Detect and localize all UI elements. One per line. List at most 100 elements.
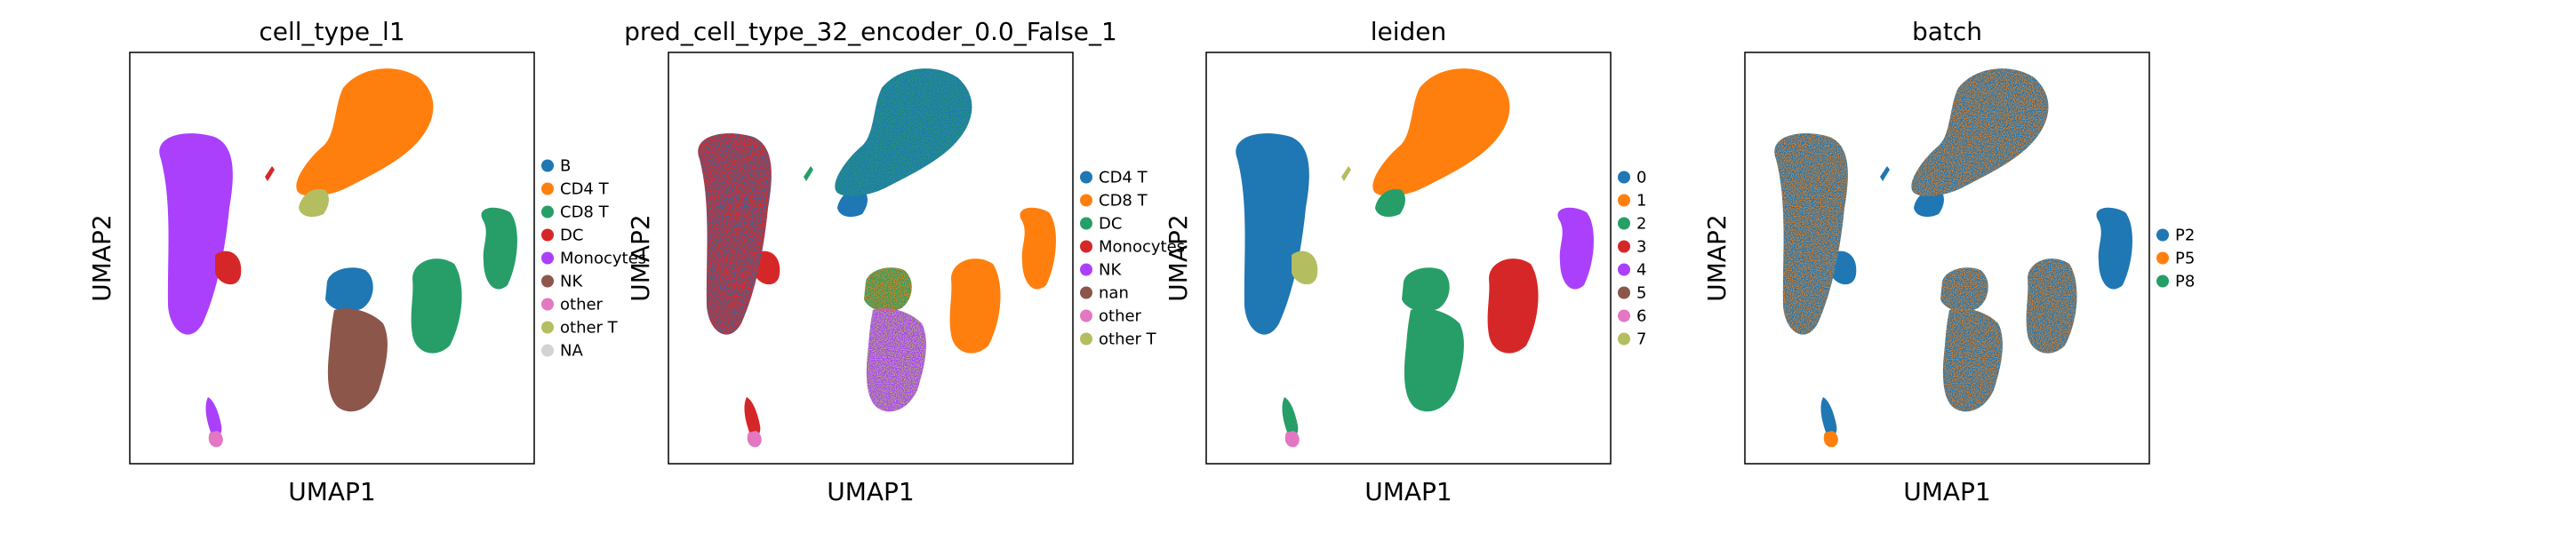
cluster-cd8Mid bbox=[411, 259, 462, 354]
cluster-cd8Right bbox=[481, 207, 517, 290]
cluster-cd8Right bbox=[1020, 207, 1056, 290]
cluster-smallA bbox=[265, 166, 275, 181]
scatter-points bbox=[159, 68, 517, 448]
scatter-points bbox=[698, 68, 1056, 448]
legend-marker bbox=[541, 205, 554, 219]
cluster-mix-nk bbox=[1942, 308, 2003, 412]
legend: B CD4 T CD8 T DC Monocytes NK other other T NA bbox=[541, 157, 646, 361]
legend-marker bbox=[2156, 274, 2169, 288]
legend-marker bbox=[1080, 171, 1092, 184]
cluster-bClust bbox=[325, 267, 373, 312]
legend-marker bbox=[1618, 194, 1630, 207]
cluster-mix-cd4 bbox=[835, 68, 972, 196]
legend-marker bbox=[541, 321, 554, 334]
cluster-nk bbox=[1404, 308, 1464, 412]
legend-marker bbox=[1618, 286, 1630, 299]
legend-label: NA bbox=[560, 342, 583, 361]
legend-label: NK bbox=[1099, 261, 1122, 280]
legend-marker bbox=[541, 298, 554, 311]
cluster-otherBlob bbox=[1284, 431, 1300, 448]
legend: CD4 T CD8 T DC Monocytes NK nan other other T bbox=[1080, 169, 1185, 349]
legend-marker bbox=[1080, 194, 1092, 207]
legend-label: Monocytes bbox=[1099, 238, 1185, 257]
panel-title: leiden bbox=[1371, 17, 1447, 46]
legend-label: other T bbox=[1099, 330, 1157, 349]
y-axis-label: UMAP2 bbox=[87, 214, 116, 302]
umap-panel-3: leiden UMAP1 UMAP2 0 1 2 3 4 5 6 7 bbox=[1164, 17, 1646, 506]
panel-title: cell_type_l1 bbox=[259, 17, 404, 46]
legend-label: CD8 T bbox=[560, 203, 610, 222]
legend-marker bbox=[541, 344, 554, 357]
legend-marker bbox=[1080, 332, 1092, 346]
legend-marker bbox=[541, 274, 554, 288]
legend-label: CD8 T bbox=[1099, 192, 1148, 211]
cluster-otherBottom bbox=[744, 397, 761, 437]
panel-title: pred_cell_type_32_encoder_0.0_False_1 bbox=[624, 17, 1117, 46]
cluster-cd4 bbox=[296, 68, 434, 196]
cluster-monoTail bbox=[215, 251, 242, 285]
cluster-otherT bbox=[299, 188, 329, 218]
legend-marker bbox=[1618, 217, 1630, 230]
cluster-otherT bbox=[1914, 188, 1944, 218]
cluster-otherBlob bbox=[747, 431, 762, 448]
x-axis-label: UMAP1 bbox=[827, 477, 915, 506]
legend-label: 1 bbox=[1636, 192, 1646, 211]
umap-panel-1: cell_type_l1 UMAP1 UMAP2 B CD4 T CD8 T DC Monoc… bbox=[87, 17, 646, 506]
cluster-otherBlob bbox=[208, 431, 223, 448]
cluster-otherBlob bbox=[1823, 431, 1838, 448]
x-axis-label: UMAP1 bbox=[288, 477, 376, 506]
y-axis-label: UMAP2 bbox=[626, 214, 655, 302]
cluster-smallA bbox=[1880, 166, 1890, 181]
cluster-cd8Right bbox=[2096, 207, 2132, 290]
cluster-smallA bbox=[1341, 166, 1351, 181]
legend-marker bbox=[1080, 263, 1092, 276]
cluster-mix-cd4 bbox=[1911, 68, 2049, 196]
scatter-points bbox=[1774, 68, 2132, 448]
cluster-cd8Mid bbox=[949, 259, 1001, 354]
cluster-otherBottom bbox=[1820, 397, 1837, 437]
legend-label: P8 bbox=[2175, 273, 2195, 291]
legend-label: 4 bbox=[1636, 261, 1646, 280]
y-axis-label: UMAP2 bbox=[1702, 214, 1732, 302]
cluster-mono bbox=[1236, 133, 1309, 335]
legend-marker bbox=[1618, 171, 1630, 184]
legend-label: NK bbox=[560, 273, 583, 291]
umap-panel-2: pred_cell_type_32_encoder_0.0_False_1 UMA… bbox=[624, 17, 1185, 506]
legend-label: DC bbox=[1099, 215, 1122, 234]
legend: P2 P5 P8 bbox=[2156, 227, 2195, 291]
legend-label: other bbox=[560, 296, 604, 314]
cluster-mix-cd8Mid bbox=[2026, 259, 2077, 354]
cluster-otherT bbox=[1375, 188, 1405, 218]
x-axis-label: UMAP1 bbox=[1903, 477, 1991, 506]
legend: 0 1 2 3 4 5 6 7 bbox=[1618, 169, 1646, 349]
legend-marker bbox=[2156, 251, 2169, 265]
legend-marker bbox=[2156, 228, 2169, 242]
umap-panel-4: batch UMAP1 UMAP2 P2 P5 P8 bbox=[1702, 17, 2195, 506]
cluster-bClust bbox=[1402, 267, 1450, 312]
legend-marker bbox=[541, 251, 554, 265]
legend-label: DC bbox=[560, 227, 583, 245]
legend-label: 0 bbox=[1636, 169, 1646, 187]
legend-label: 7 bbox=[1636, 330, 1646, 349]
legend-label: B bbox=[560, 157, 571, 176]
cluster-mix-mono bbox=[698, 133, 772, 335]
cluster-mix-bClust bbox=[1940, 267, 1988, 312]
legend-marker bbox=[1080, 240, 1092, 253]
legend-label: nan bbox=[1099, 284, 1129, 303]
cluster-mix-nk bbox=[866, 308, 926, 412]
legend-marker bbox=[1080, 286, 1092, 299]
cluster-mix-mono bbox=[1774, 133, 1848, 335]
cluster-cd4 bbox=[1372, 68, 1510, 196]
panel-title: batch bbox=[1912, 17, 1982, 46]
cluster-cd8Mid bbox=[1487, 259, 1539, 354]
legend-label: other bbox=[1099, 307, 1142, 326]
legend-marker bbox=[1080, 217, 1092, 230]
cluster-monoTail bbox=[1292, 251, 1318, 285]
legend-label: P5 bbox=[2175, 250, 2195, 268]
cluster-smallA bbox=[804, 166, 813, 181]
legend-marker bbox=[1618, 332, 1630, 346]
legend-label: CD4 T bbox=[1099, 169, 1148, 187]
legend-marker bbox=[541, 182, 554, 195]
legend-marker bbox=[1618, 263, 1630, 276]
